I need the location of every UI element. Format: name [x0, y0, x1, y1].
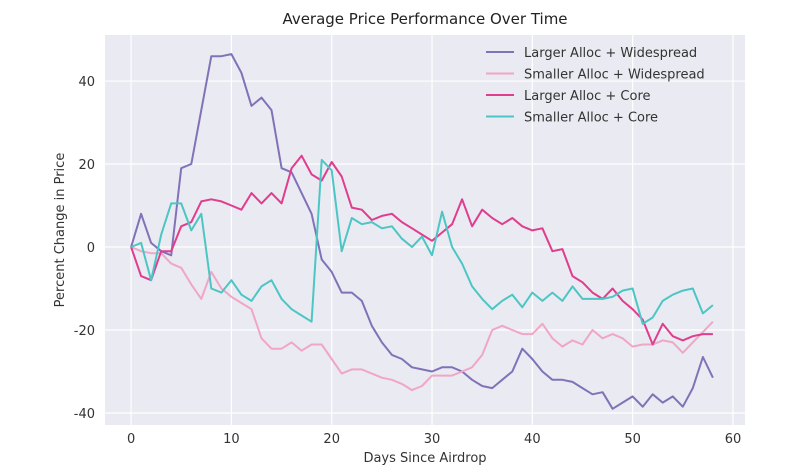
series-line-3 — [130, 158, 714, 325]
legend: Larger Alloc + Widespread Smaller Alloc +… — [486, 46, 705, 126]
plot-area — [105, 35, 745, 425]
x-tick-label: 0 — [127, 432, 135, 447]
grid — [105, 35, 745, 425]
y-tick-label: 40 — [78, 75, 95, 90]
x-tick-label: 40 — [524, 432, 541, 447]
y-tick-label: 0 — [87, 241, 95, 256]
series-line-1 — [130, 246, 714, 392]
x-tick-label: 20 — [323, 432, 340, 447]
y-tick-label: 20 — [78, 158, 95, 173]
legend-entry: Smaller Alloc + Widespread — [524, 68, 705, 83]
series-line-2 — [130, 154, 713, 346]
y-axis-label: Percent Change in Price — [53, 153, 68, 308]
y-tick-label: -20 — [74, 324, 95, 339]
x-tick-label: 50 — [624, 432, 641, 447]
tick-labels: 0 10 20 30 40 50 60 -40 -20 0 20 40 — [74, 75, 741, 447]
legend-entry: Smaller Alloc + Core — [524, 111, 658, 126]
series-lines — [130, 53, 714, 410]
legend-entry: Larger Alloc + Core — [524, 89, 651, 104]
x-tick-label: 60 — [725, 432, 742, 447]
chart-title: Average Price Performance Over Time — [282, 10, 567, 28]
legend-entry: Larger Alloc + Widespread — [524, 46, 697, 61]
y-tick-label: -40 — [74, 407, 95, 422]
x-axis-label: Days Since Airdrop — [363, 451, 486, 466]
x-tick-label: 10 — [223, 432, 240, 447]
series-line-0 — [130, 53, 714, 410]
x-tick-label: 30 — [424, 432, 441, 447]
